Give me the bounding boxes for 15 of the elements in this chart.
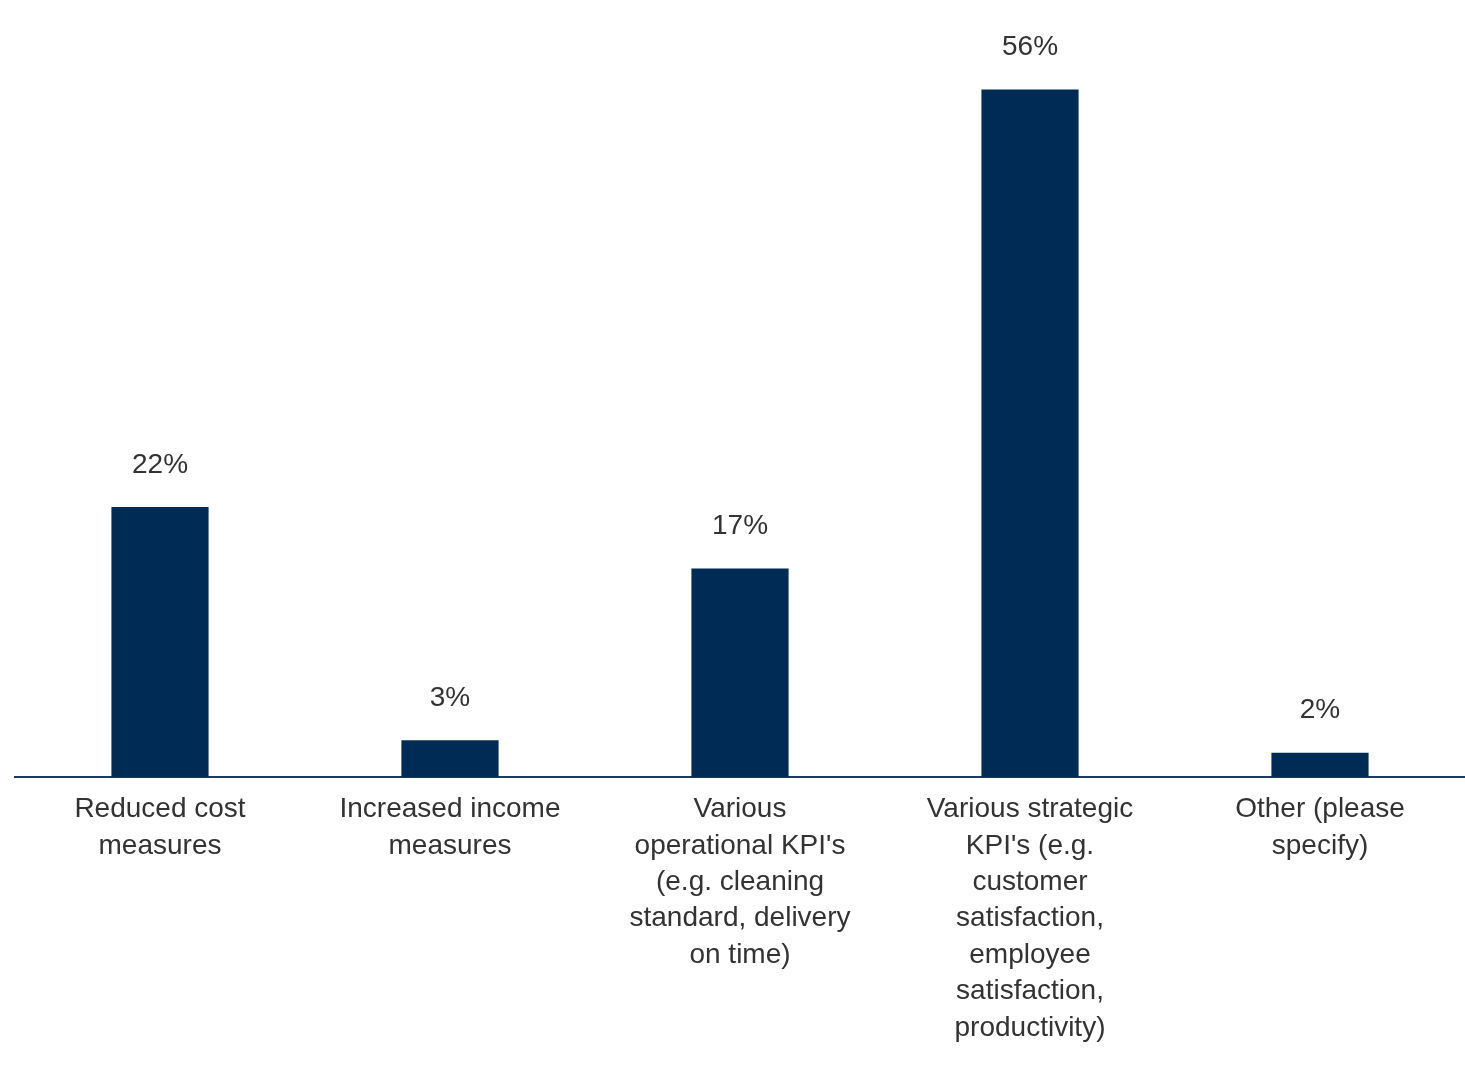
x-tick-label: Reduced cost measures xyxy=(74,792,246,860)
x-tick-label: Other (please specify) xyxy=(1235,792,1405,860)
data-label: 17% xyxy=(711,509,769,541)
bar xyxy=(981,89,1079,778)
bar xyxy=(401,740,499,778)
data-label: 22% xyxy=(131,447,189,479)
bar xyxy=(1271,752,1369,778)
x-tick-label: Various strategic KPI's (e.g. customer satisfaction, employee satisfaction, productivity) xyxy=(926,792,1134,1042)
x-tick-label: Increased income measures xyxy=(339,792,561,860)
data-label: 2% xyxy=(1299,693,1341,725)
data-label: 3% xyxy=(429,681,471,713)
bar xyxy=(691,568,789,778)
x-tick-label: Various operational KPI's (e.g. cleaning standard, delivery on time) xyxy=(629,792,851,969)
bar xyxy=(111,507,209,778)
data-label: 56% xyxy=(1001,30,1059,62)
